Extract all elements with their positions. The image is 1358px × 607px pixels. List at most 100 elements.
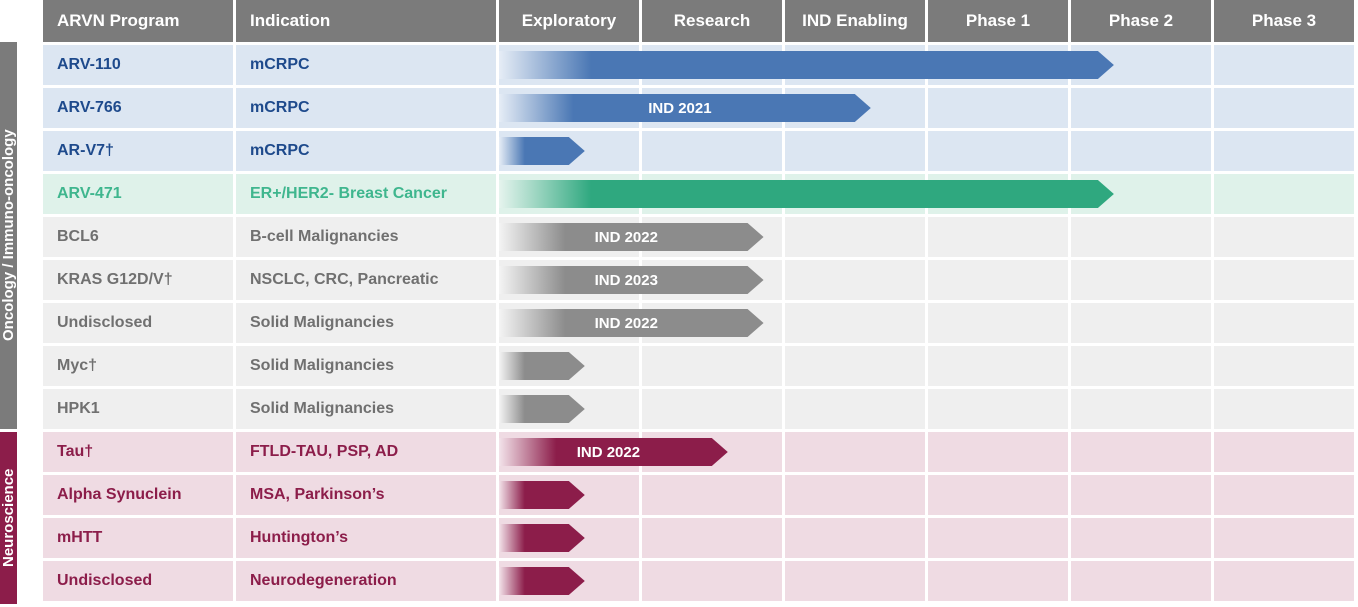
phase-cell xyxy=(1071,432,1211,472)
phase-cell xyxy=(1071,389,1211,429)
phase-cell xyxy=(1214,131,1354,171)
header-phase-0: Exploratory xyxy=(499,0,639,42)
program-name: mHTT xyxy=(43,518,233,558)
indication: Solid Malignancies xyxy=(236,303,496,343)
phase-cell xyxy=(499,88,639,128)
program-name: Undisclosed xyxy=(43,561,233,601)
phase-cell xyxy=(642,303,782,343)
phase-cell xyxy=(1214,303,1354,343)
indication: Huntington’s xyxy=(236,518,496,558)
phase-area: IND 2022 xyxy=(499,303,1358,343)
phase-cell xyxy=(499,432,639,472)
phase-cell xyxy=(1071,303,1211,343)
phase-area: IND 2022 xyxy=(499,432,1358,472)
phase-cell xyxy=(499,518,639,558)
phase-cell xyxy=(785,174,925,214)
program-name: ARV-766 xyxy=(43,88,233,128)
pipeline-row: UndisclosedSolid MalignanciesIND 2022 xyxy=(40,303,1358,343)
phase-cell xyxy=(785,217,925,257)
pipeline-row: Alpha SynucleinMSA, Parkinson’s xyxy=(40,475,1358,515)
phase-cell xyxy=(1214,432,1354,472)
phase-cell xyxy=(499,561,639,601)
phase-cell xyxy=(928,561,1068,601)
phase-cell xyxy=(928,131,1068,171)
indication: mCRPC xyxy=(236,131,496,171)
phase-cell xyxy=(1071,561,1211,601)
phase-cell xyxy=(1071,518,1211,558)
phase-cell xyxy=(785,561,925,601)
phase-area xyxy=(499,518,1358,558)
indication: ER+/HER2- Breast Cancer xyxy=(236,174,496,214)
phase-cell xyxy=(1071,346,1211,386)
main-area: ARVN Program Indication ExploratoryResea… xyxy=(40,0,1358,607)
phase-cell xyxy=(1071,260,1211,300)
phase-cell xyxy=(928,217,1068,257)
indication: mCRPC xyxy=(236,88,496,128)
phase-cell xyxy=(928,88,1068,128)
phase-cell xyxy=(785,389,925,429)
header-phase-3: Phase 1 xyxy=(928,0,1068,42)
phase-cell xyxy=(1071,174,1211,214)
pipeline-row: UndisclosedNeurodegeneration xyxy=(40,561,1358,601)
pipeline-row: ARV-110mCRPC xyxy=(40,45,1358,85)
phase-cell xyxy=(928,260,1068,300)
program-name: Undisclosed xyxy=(43,303,233,343)
phase-cell xyxy=(785,131,925,171)
phase-area xyxy=(499,346,1358,386)
phase-cell xyxy=(1214,45,1354,85)
phase-cell xyxy=(785,303,925,343)
program-name: ARV-471 xyxy=(43,174,233,214)
phase-cell xyxy=(642,131,782,171)
indication: NSCLC, CRC, Pancreatic xyxy=(236,260,496,300)
program-name: BCL6 xyxy=(43,217,233,257)
phase-cell xyxy=(785,518,925,558)
header-phase-4: Phase 2 xyxy=(1071,0,1211,42)
indication: B-cell Malignancies xyxy=(236,217,496,257)
phase-area xyxy=(499,174,1358,214)
phase-cell xyxy=(642,88,782,128)
phase-area xyxy=(499,131,1358,171)
pipeline-row: Tau†FTLD-TAU, PSP, ADIND 2022 xyxy=(40,432,1358,472)
phase-cell xyxy=(1214,260,1354,300)
phase-cell xyxy=(499,346,639,386)
pipeline-row: ARV-471ER+/HER2- Breast Cancer xyxy=(40,174,1358,214)
phase-cell xyxy=(642,518,782,558)
phase-cell xyxy=(642,174,782,214)
phase-cell xyxy=(642,217,782,257)
phase-cell xyxy=(1071,45,1211,85)
phase-cell xyxy=(642,45,782,85)
phase-cell xyxy=(1071,131,1211,171)
phase-cell xyxy=(499,475,639,515)
program-name: Tau† xyxy=(43,432,233,472)
phase-cell xyxy=(1214,475,1354,515)
phase-cell xyxy=(928,389,1068,429)
phase-cell xyxy=(785,475,925,515)
phase-cell xyxy=(785,45,925,85)
phase-area: IND 2021 xyxy=(499,88,1358,128)
phase-area xyxy=(499,389,1358,429)
phase-cell xyxy=(1071,88,1211,128)
phase-cell xyxy=(785,260,925,300)
pipeline-row: BCL6B-cell MalignanciesIND 2022 xyxy=(40,217,1358,257)
phase-cell xyxy=(499,131,639,171)
phase-cell xyxy=(1214,561,1354,601)
indication: mCRPC xyxy=(236,45,496,85)
indication: MSA, Parkinson’s xyxy=(236,475,496,515)
phase-cell xyxy=(928,346,1068,386)
category-sidebar: Oncology / Immuno-oncologyNeuroscience xyxy=(0,0,40,607)
phase-cell xyxy=(928,475,1068,515)
phase-area xyxy=(499,45,1358,85)
phase-cell xyxy=(499,389,639,429)
phase-cell xyxy=(1214,88,1354,128)
pipeline-row: ARV-766mCRPCIND 2021 xyxy=(40,88,1358,128)
indication: FTLD-TAU, PSP, AD xyxy=(236,432,496,472)
phase-cell xyxy=(642,475,782,515)
sidebar-spacer xyxy=(0,0,40,42)
program-name: AR-V7† xyxy=(43,131,233,171)
phase-cell xyxy=(1214,346,1354,386)
phase-cell xyxy=(499,303,639,343)
phase-cell xyxy=(1071,217,1211,257)
phase-cell xyxy=(1214,174,1354,214)
pipeline-chart: Oncology / Immuno-oncologyNeuroscience A… xyxy=(0,0,1358,607)
pipeline-row: AR-V7†mCRPC xyxy=(40,131,1358,171)
